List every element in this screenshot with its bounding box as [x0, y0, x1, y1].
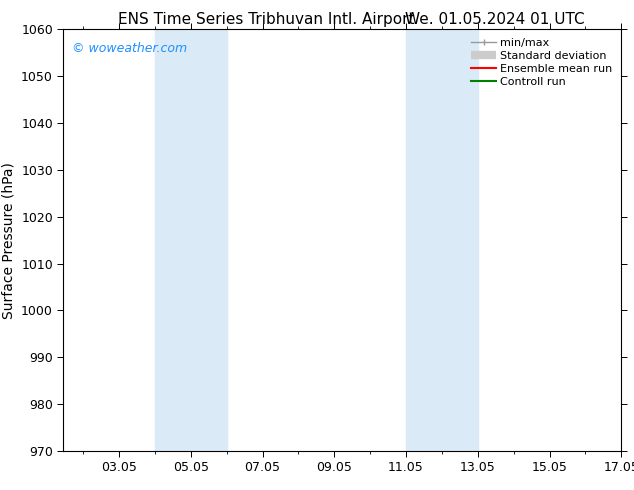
- Text: We. 01.05.2024 01 UTC: We. 01.05.2024 01 UTC: [404, 12, 585, 27]
- Y-axis label: Surface Pressure (hPa): Surface Pressure (hPa): [1, 162, 16, 318]
- Legend: min/max, Standard deviation, Ensemble mean run, Controll run: min/max, Standard deviation, Ensemble me…: [468, 35, 616, 90]
- Bar: [406, 29, 478, 451]
- Text: ENS Time Series Tribhuvan Intl. Airport: ENS Time Series Tribhuvan Intl. Airport: [118, 12, 415, 27]
- Text: © woweather.com: © woweather.com: [72, 42, 187, 55]
- Bar: [155, 29, 226, 451]
